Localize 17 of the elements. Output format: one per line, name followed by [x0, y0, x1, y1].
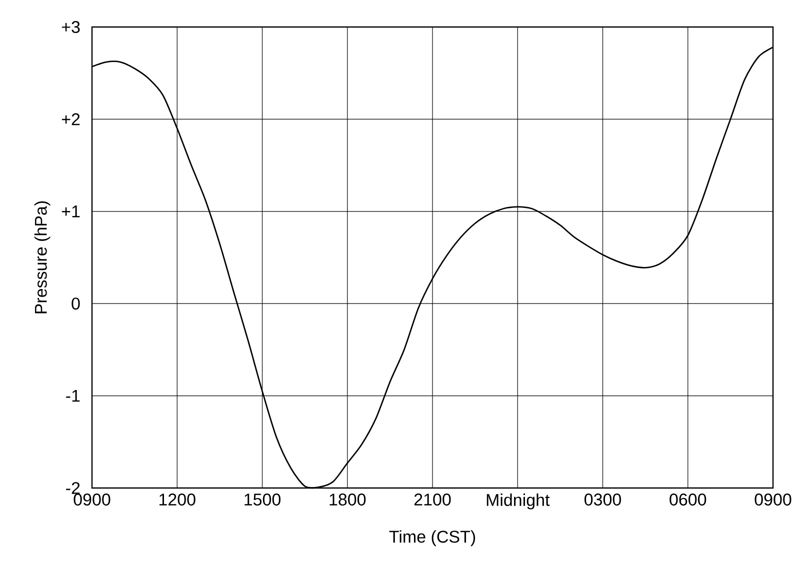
x-tick-label: 0300	[584, 494, 621, 506]
y-tick-label: +1	[62, 206, 80, 218]
x-axis-title: Time (CST)	[389, 530, 476, 546]
y-tick-label: -2	[66, 482, 80, 494]
x-tick-label: 0900	[754, 494, 792, 506]
y-tick-label: -1	[66, 390, 80, 402]
x-tick-label: 1200	[160, 494, 196, 506]
y-tick-label: +3	[62, 20, 80, 34]
x-tick-label: 0900	[74, 494, 110, 506]
x-tick-label: 1800	[330, 494, 366, 506]
x-tick-label: 1500	[244, 494, 280, 506]
x-tick-label: Midnight	[486, 494, 550, 510]
y-axis-title: Pressure (hPa)	[34, 201, 50, 314]
x-tick-label: 0600	[670, 494, 706, 506]
y-tick-label: 0	[72, 298, 80, 310]
x-tick-label: 2100	[414, 494, 451, 506]
y-tick-label: +2	[62, 113, 80, 126]
